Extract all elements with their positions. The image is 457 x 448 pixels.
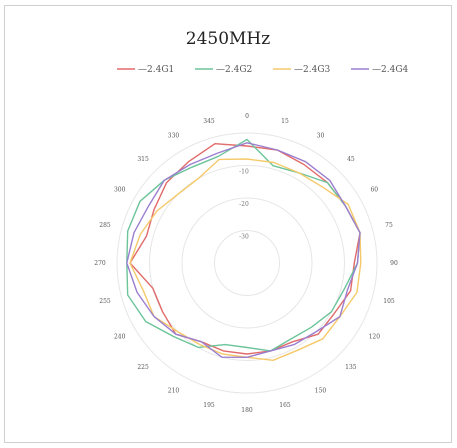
angle-label-30: 30 [317, 133, 325, 140]
angle-label-315: 315 [137, 156, 149, 163]
angle-label-150: 150 [315, 387, 327, 394]
angle-label-255: 255 [99, 298, 111, 305]
angle-label-180: 180 [241, 407, 253, 414]
angle-label-345: 345 [203, 118, 215, 125]
grid-ring-1 [149, 165, 345, 361]
legend-label-2: —2.4G3 [294, 65, 331, 75]
series-line-2 [129, 158, 362, 361]
angle-label-285: 285 [99, 222, 111, 229]
angle-label-105: 105 [383, 298, 395, 305]
legend: —2.4G1 —2.4G2 —2.4G3 —2.4G4 [117, 65, 409, 75]
grid-ring-0 [116, 132, 378, 394]
angle-label-270: 270 [94, 260, 106, 267]
angle-label-165: 165 [279, 402, 291, 409]
angle-label-300: 300 [114, 187, 126, 194]
angle-label-135: 135 [345, 364, 357, 371]
radial-tick-label-0: -30 [239, 234, 249, 241]
angle-label-330: 330 [168, 133, 180, 140]
angle-label-240: 240 [114, 334, 126, 341]
angle-labels: 0 15 30 45 60 75 90 105 120 135 150 165 180 195 210 225… [94, 113, 398, 414]
polar-grid: -30 -20 -10 [116, 132, 378, 394]
angle-label-210: 210 [168, 387, 180, 394]
angle-label-0: 0 [245, 113, 249, 120]
grid-ring-3 [214, 230, 280, 296]
grid-ring-2 [181, 197, 313, 329]
chart-title: 2450MHz [186, 29, 270, 49]
angle-label-60: 60 [370, 187, 378, 194]
angle-label-45: 45 [347, 156, 355, 163]
angle-label-15: 15 [281, 118, 289, 125]
chart-frame [4, 5, 452, 443]
legend-label-3: —2.4G4 [372, 65, 409, 75]
radial-tick-label-1: -20 [239, 201, 249, 208]
angle-label-120: 120 [369, 334, 381, 341]
radial-tick-label-2: -10 [239, 169, 249, 176]
angle-label-225: 225 [137, 364, 149, 371]
angle-label-90: 90 [390, 260, 398, 267]
legend-label-0: —2.4G1 [138, 65, 174, 75]
angle-label-75: 75 [385, 222, 393, 229]
legend-label-1: —2.4G2 [216, 65, 252, 75]
series-group [126, 138, 362, 361]
series-line-3 [126, 142, 361, 358]
angle-label-195: 195 [203, 402, 215, 409]
